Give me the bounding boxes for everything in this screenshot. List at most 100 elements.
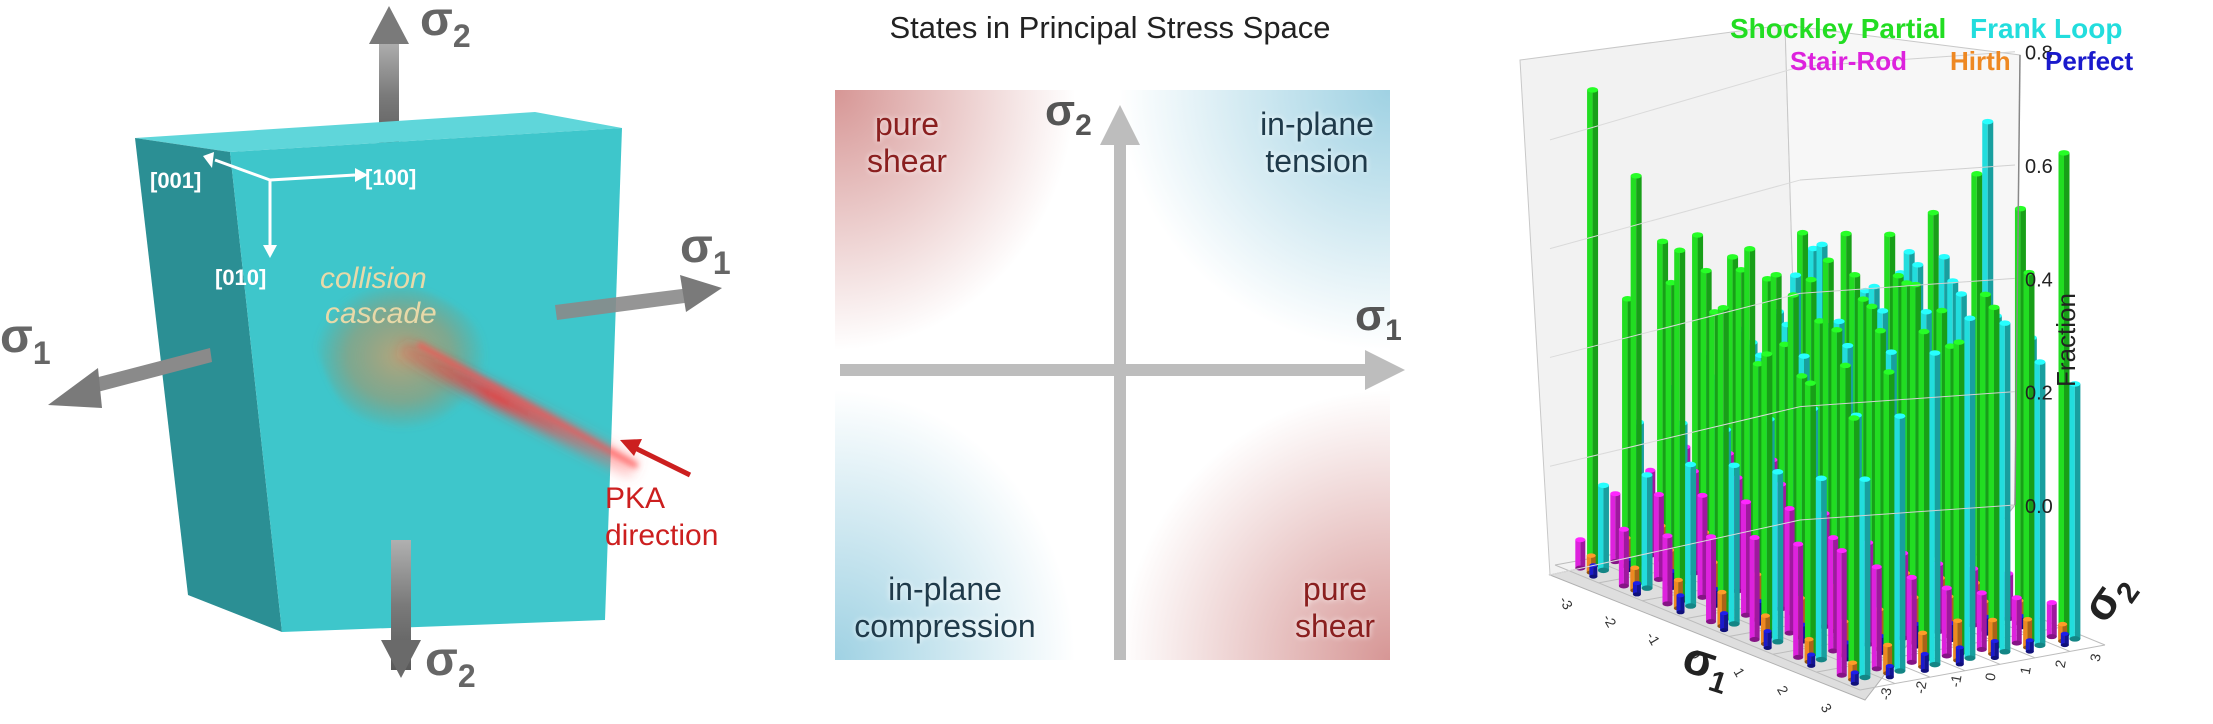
z-gridline: [1799, 277, 2016, 294]
bar-perfect: [1850, 670, 1859, 686]
bar-stair-rod: [1618, 526, 1629, 589]
z-tick-label: 0.4: [2025, 269, 2053, 291]
bar-stair-rod: [1610, 491, 1621, 565]
z-axis-label: Fraction: [2051, 293, 2081, 387]
cube-top-face: [135, 112, 622, 152]
quadrant-top-right: [1120, 90, 1390, 350]
sigma1-right-arrow: [555, 275, 722, 320]
legend-frank: Frank Loop: [1970, 13, 2122, 44]
bar-shockley-partial: [1918, 328, 1930, 663]
z-gridline: [1799, 391, 2016, 408]
sigma2-bottom-arrow: [381, 540, 421, 678]
pka-arrow: [620, 439, 692, 478]
dir-001-label: [001]: [150, 168, 201, 193]
bar-frank-loop: [1728, 462, 1740, 627]
bar-stair-rod: [2046, 600, 2057, 640]
bar-perfect: [1955, 645, 1964, 667]
bar-stair-rod: [1662, 533, 1673, 607]
bar-perfect: [1720, 611, 1729, 633]
bar-stair-rod: [1906, 574, 1917, 665]
z-gridline: [1549, 406, 1801, 467]
bar-perfect: [1807, 652, 1816, 668]
bar-frank-loop: [1597, 482, 1609, 574]
bar-perfect: [1990, 639, 1999, 660]
bar-stair-rod: [1871, 564, 1882, 672]
x-tick-label: -1: [1643, 629, 1663, 648]
bottom-right-label-line1: pure: [1303, 571, 1367, 607]
dir-010-label: [010]: [215, 265, 266, 290]
bar-shockley-partial: [2058, 150, 2070, 638]
x-tick-label: 3: [1818, 701, 1836, 716]
bar-shockley-partial: [1953, 339, 1965, 657]
bar-frank-loop: [1894, 413, 1906, 674]
y-tick-label: 1: [2017, 665, 2034, 676]
cube-side-face: [135, 138, 282, 632]
bar-shockley-partial: [1717, 305, 1729, 623]
bottom-right-label-line2: shear: [1295, 608, 1375, 644]
bar-frank-loop: [2069, 381, 2081, 642]
bar-stair-rod: [1653, 492, 1664, 583]
legend-stair-rod: Stair-Rod: [1790, 46, 1907, 76]
bar-perfect: [2060, 631, 2069, 648]
z-axis-line: [2014, 54, 2021, 506]
y-tick-label: 3: [2087, 652, 2104, 663]
x-tick-label: 2: [1774, 683, 1792, 698]
bar-frank-loop: [1685, 461, 1697, 609]
x-tick-label: 1: [1730, 665, 1748, 680]
bar-frank-loop: [1929, 350, 1941, 668]
bar-stair-rod: [1793, 541, 1804, 660]
bar-shockley-partial: [1761, 351, 1773, 641]
stress-space-diagram: States in Principal Stress Space σ2 σ1 p…: [835, 10, 1405, 660]
bar-shockley-partial: [1630, 173, 1642, 587]
bar-frank-loop: [2034, 359, 2046, 649]
z-gridline: [1799, 164, 2016, 181]
quadrant-bottom-left: [835, 390, 1075, 660]
z-gridline: [1549, 66, 1801, 141]
z-axis: 0.0 0.2 0.4 0.6 0.8: [1549, 43, 2053, 576]
bar-frank-loop: [1964, 315, 1976, 661]
bar-frank-loop: [1772, 469, 1784, 645]
pka-beam: [398, 340, 640, 478]
top-right-label-line2: tension: [1265, 143, 1368, 179]
dir-100-label: [100]: [365, 165, 416, 190]
z-gridline: [1549, 519, 1801, 576]
cascade-label-line1: collision: [320, 262, 427, 295]
y-tick-label: -2: [1912, 680, 1930, 695]
top-left-label-line2: shear: [867, 143, 947, 179]
quadrant-top-left: [835, 90, 1075, 350]
bar-stair-rod: [1575, 537, 1586, 571]
bar-stair-rod: [1741, 499, 1752, 618]
floor-gridline: [1554, 564, 1861, 691]
bar-stair-rod: [2011, 595, 2022, 646]
sigma2-top-label: σ2: [420, 0, 471, 54]
y-tick-label: -1: [1947, 673, 1965, 688]
y-axis-ticks: -3 -2 -1 0 1 2 3: [1877, 652, 2104, 701]
top-left-label-line1: pure: [875, 106, 939, 142]
chart-panel: 0.0 0.2 0.4 0.6 0.8 -3 -2 -1 0 1 2 3 -3 -2 -1 0 1 2 3 Sh…: [1500, 0, 2213, 719]
y-tick-label: 0: [1982, 671, 1999, 682]
sigma1-axis: [840, 350, 1405, 390]
top-right-label-line1: in-plane: [1260, 106, 1374, 142]
bottom-left-label-line1: in-plane: [888, 571, 1002, 607]
pka-label-line1: PKA: [605, 482, 665, 515]
bar-stair-rod: [1976, 590, 1987, 653]
x-tick-label: -2: [1600, 611, 1620, 630]
bar-stair-rod: [1836, 548, 1847, 678]
bar-stair-rod: [1697, 492, 1708, 600]
floor-gridline: [1859, 644, 2106, 691]
cascade-label-line2: cascade: [325, 297, 437, 330]
bar-perfect: [1920, 651, 1929, 673]
z-tick-label: 0.2: [2025, 383, 2053, 405]
crystal-axes: [203, 152, 368, 258]
bar-frank-loop: [1641, 472, 1653, 591]
z-tick-label: 0.6: [2025, 156, 2053, 178]
bar-stair-rod: [1706, 534, 1717, 625]
bar-shockley-partial: [1848, 415, 1860, 676]
stress-space-panel: States in Principal Stress Space σ2 σ1 p…: [780, 0, 1440, 719]
bar-perfect: [1632, 581, 1641, 597]
cube-diagram: [100] [001] [010] collision cascade PKA …: [0, 0, 731, 694]
stress-space-title: States in Principal Stress Space: [889, 10, 1330, 45]
bar-shockley-partial: [1587, 87, 1599, 569]
sigma2-bottom-label: σ2: [425, 633, 476, 694]
bar-frank-loop: [1815, 475, 1827, 663]
